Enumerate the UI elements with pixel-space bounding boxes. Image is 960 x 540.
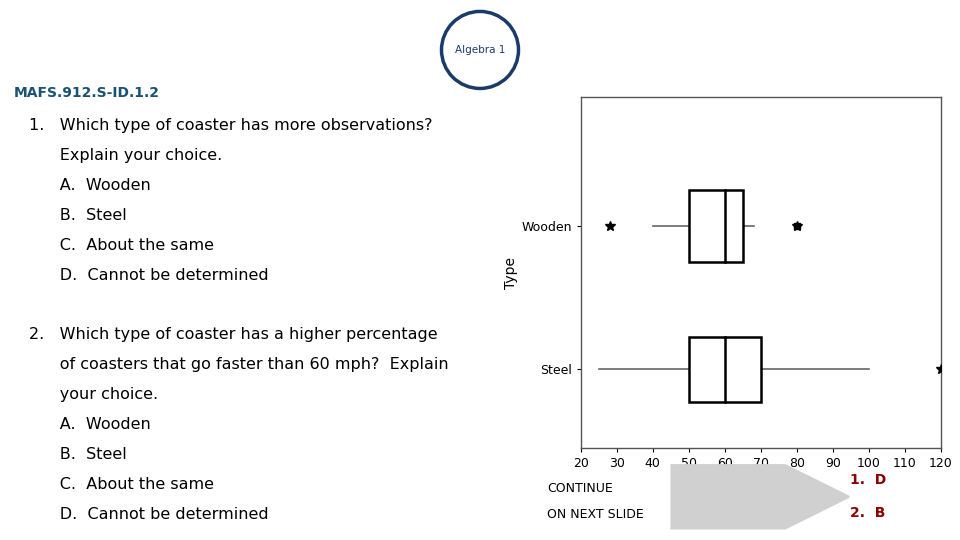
Text: 2.   Which type of coaster has a higher percentage: 2. Which type of coaster has a higher pe… <box>29 327 438 342</box>
Text: 2.  B: 2. B <box>850 507 885 521</box>
Text: C.  About the same: C. About the same <box>29 238 214 253</box>
Text: B.  Steel: B. Steel <box>29 208 127 223</box>
Text: B.  Steel: B. Steel <box>29 447 127 462</box>
Text: CONTINUE: CONTINUE <box>547 482 612 495</box>
Text: your choice.: your choice. <box>29 387 158 402</box>
Text: A.  Wooden: A. Wooden <box>29 417 151 432</box>
Bar <box>688 337 760 402</box>
FancyArrow shape <box>672 465 849 529</box>
Text: A.  Wooden: A. Wooden <box>29 178 151 193</box>
Bar <box>688 190 743 262</box>
Circle shape <box>442 11 518 89</box>
Text: of coasters that go faster than 60 mph?  Explain: of coasters that go faster than 60 mph? … <box>29 357 448 372</box>
Text: D.  Cannot be determined: D. Cannot be determined <box>29 507 269 522</box>
Text: Explain your choice.: Explain your choice. <box>29 148 222 163</box>
Text: 1.  D: 1. D <box>850 473 886 487</box>
Text: C.  About the same: C. About the same <box>29 477 214 492</box>
Text: D.  Cannot be determined: D. Cannot be determined <box>29 268 269 283</box>
Text: ON NEXT SLIDE: ON NEXT SLIDE <box>547 508 644 521</box>
Text: Algebra 1: Algebra 1 <box>455 45 505 55</box>
Text: MAFS.912.S-ID.1.2: MAFS.912.S-ID.1.2 <box>13 86 160 100</box>
Y-axis label: Type: Type <box>505 256 518 289</box>
X-axis label: Speed: Speed <box>734 476 787 491</box>
Text: 1.   Which type of coaster has more observations?: 1. Which type of coaster has more observ… <box>29 118 432 133</box>
